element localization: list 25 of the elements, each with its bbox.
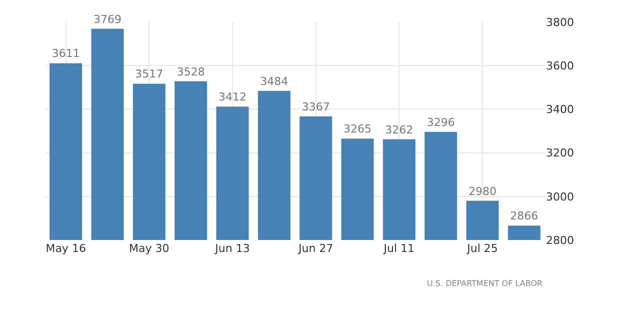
text: U.S. DEPARTMENT OF LABOR <box>427 279 543 288</box>
x-tick-label: Jul 11 <box>382 242 415 255</box>
y-tick-label: 3800 <box>546 16 574 29</box>
data-label: 3611 <box>52 47 80 60</box>
data-label: 3262 <box>385 123 414 136</box>
data-label: 3412 <box>218 90 246 104</box>
data-label: 3484 <box>260 74 288 88</box>
x-tick-label: May 16 <box>46 242 86 255</box>
data-label: 2980 <box>468 184 496 198</box>
x-tick-label: Jul 25 <box>466 242 498 255</box>
data-label: 3528 <box>176 65 205 78</box>
x-tick-label: May 30 <box>129 242 170 255</box>
y-tick-label: 3200 <box>546 146 574 160</box>
y-tick-label: 3600 <box>546 59 574 72</box>
data-label: 3265 <box>344 122 372 136</box>
y-tick-label: 2800 <box>546 234 574 247</box>
data-label: 2866 <box>510 210 538 223</box>
y-tick-label: 3000 <box>546 190 574 204</box>
y-tick-label: 3400 <box>546 103 574 116</box>
data-label: 3296 <box>426 116 455 129</box>
x-tick-label: Jun 13 <box>214 242 250 255</box>
data-label: 3769 <box>94 12 122 26</box>
x-tick-label: Jun 27 <box>297 242 334 255</box>
data-label: 3517 <box>135 68 164 81</box>
data-label: 3367 <box>302 100 330 114</box>
